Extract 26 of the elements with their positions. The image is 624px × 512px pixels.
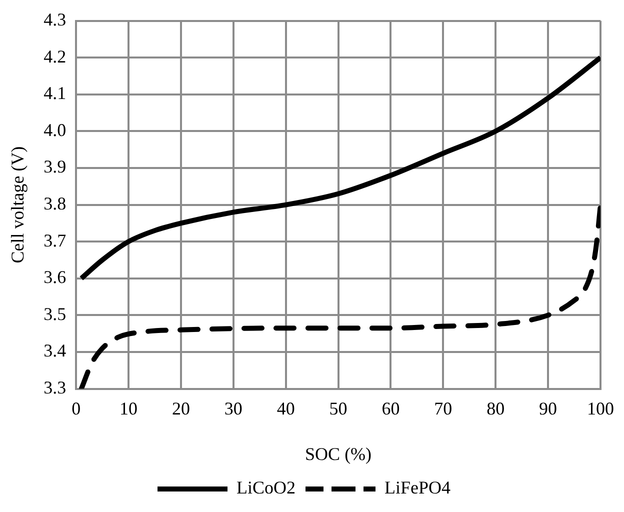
legend-label: LiCoO2 [236,478,296,498]
x-tick-label: 10 [120,398,138,418]
x-tick-label: 100 [587,398,614,418]
x-axis-title: SOC (%) [305,444,372,464]
legend-label: LiFePO4 [384,478,451,498]
x-tick-label: 40 [276,398,295,418]
y-tick-label: 3.6 [44,267,66,288]
y-tick-label: 3.4 [44,340,66,361]
x-tick-label: 0 [72,398,81,418]
x-tick-label: 90 [539,398,558,418]
y-tick-label: 4.3 [44,10,66,30]
y-tick-label: 4.1 [44,83,66,104]
x-tick-label: 50 [329,398,348,418]
x-tick-label: 20 [172,398,190,418]
y-tick-label: 4.2 [44,46,66,66]
x-tick-label: 60 [382,398,400,418]
y-axis-title: Cell voltage (V) [8,146,28,264]
y-tick-label: 3.3 [44,378,66,398]
x-tick-label: 30 [224,398,242,418]
x-tick-label: 80 [486,398,505,418]
y-tick-label: 3.8 [44,194,66,214]
y-tick-label: 3.7 [44,230,66,250]
x-tick-label: 70 [434,398,452,418]
y-tick-label: 3.5 [44,304,66,324]
y-tick-label: 4.0 [44,120,66,140]
y-tick-label: 3.9 [44,156,66,177]
